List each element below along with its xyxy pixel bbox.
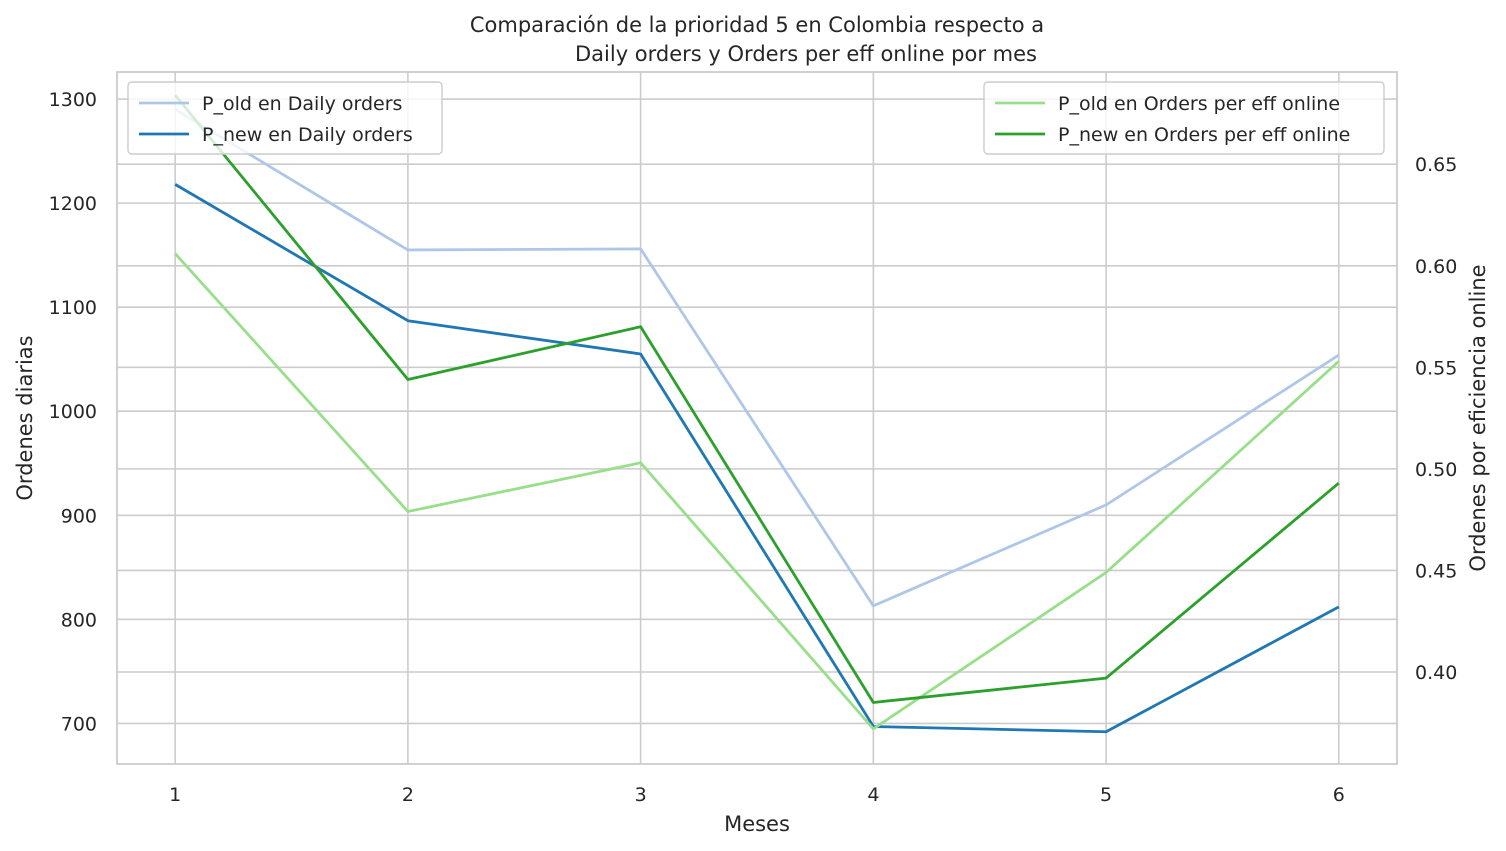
right-axis-series — [174, 94, 1340, 731]
x-tick-labels: 1 2 3 4 5 6 — [169, 784, 1345, 806]
legend-right-entry: P_old en Orders per eff online — [1058, 93, 1340, 115]
daily-orders-series-line-0 — [174, 108, 1340, 608]
x-tick-label: 4 — [867, 784, 879, 806]
chart-title: Comparación de la prioridad 5 en Colombi… — [470, 13, 1044, 37]
legend-orders-per-eff-online: P_old en Orders per eff online P_new en O… — [983, 81, 1385, 155]
right-y-tick-label: 0.45 — [1415, 560, 1457, 582]
x-tick-label: 6 — [1333, 784, 1345, 806]
right-y-gridlines — [117, 163, 1397, 673]
left-y-tick-label: 1000 — [49, 401, 97, 423]
x-tick-label: 3 — [635, 784, 647, 806]
daily-orders-series-line-1 — [174, 183, 1340, 734]
orders-per-eff-series-line-0 — [174, 252, 1340, 731]
left-y-tick-label: 1100 — [49, 297, 97, 319]
x-gridlines — [174, 72, 1340, 764]
right-y-tick-label: 0.65 — [1415, 154, 1457, 176]
left-y-tick-labels: 700 800 900 1000 1100 1200 1300 — [49, 89, 97, 735]
right-y-tick-labels: 0.40 0.45 0.50 0.55 0.60 0.65 — [1415, 154, 1457, 684]
legend-right-entry: P_new en Orders per eff online — [1058, 124, 1350, 146]
orders-per-eff-series-line-1 — [174, 94, 1340, 704]
chart-subtitle: Daily orders y Orders per eff online por… — [575, 42, 1037, 66]
left-y-tick-label: 800 — [61, 609, 97, 631]
left-y-tick-label: 900 — [61, 505, 97, 527]
plot-area-frame — [116, 71, 1398, 765]
x-tick-label: 2 — [402, 784, 414, 806]
x-tick-label: 1 — [169, 784, 181, 806]
legend-left-entry: P_old en Daily orders — [202, 93, 402, 115]
left-y-tick-label: 1300 — [49, 89, 97, 111]
x-axis-label: Meses — [724, 812, 790, 836]
right-y-tick-label: 0.50 — [1415, 459, 1457, 481]
left-axis-series — [174, 108, 1340, 734]
right-y-tick-label: 0.40 — [1415, 662, 1457, 684]
left-y-axis-label: Ordenes diarias — [13, 335, 37, 500]
left-y-tick-label: 700 — [61, 713, 97, 735]
legend-right-box — [983, 81, 1385, 155]
right-y-tick-label: 0.60 — [1415, 256, 1457, 278]
legend-left-entry: P_new en Daily orders — [202, 124, 413, 146]
legend-daily-orders: P_old en Daily orders P_new en Daily orde… — [127, 81, 443, 155]
right-y-tick-label: 0.55 — [1415, 357, 1457, 379]
left-y-tick-label: 1200 — [49, 193, 97, 215]
x-tick-label: 5 — [1100, 784, 1112, 806]
right-y-axis-label: Ordenes por eficiencia online — [1466, 264, 1490, 571]
left-y-gridlines — [117, 98, 1397, 725]
legend-left-box — [127, 81, 443, 155]
